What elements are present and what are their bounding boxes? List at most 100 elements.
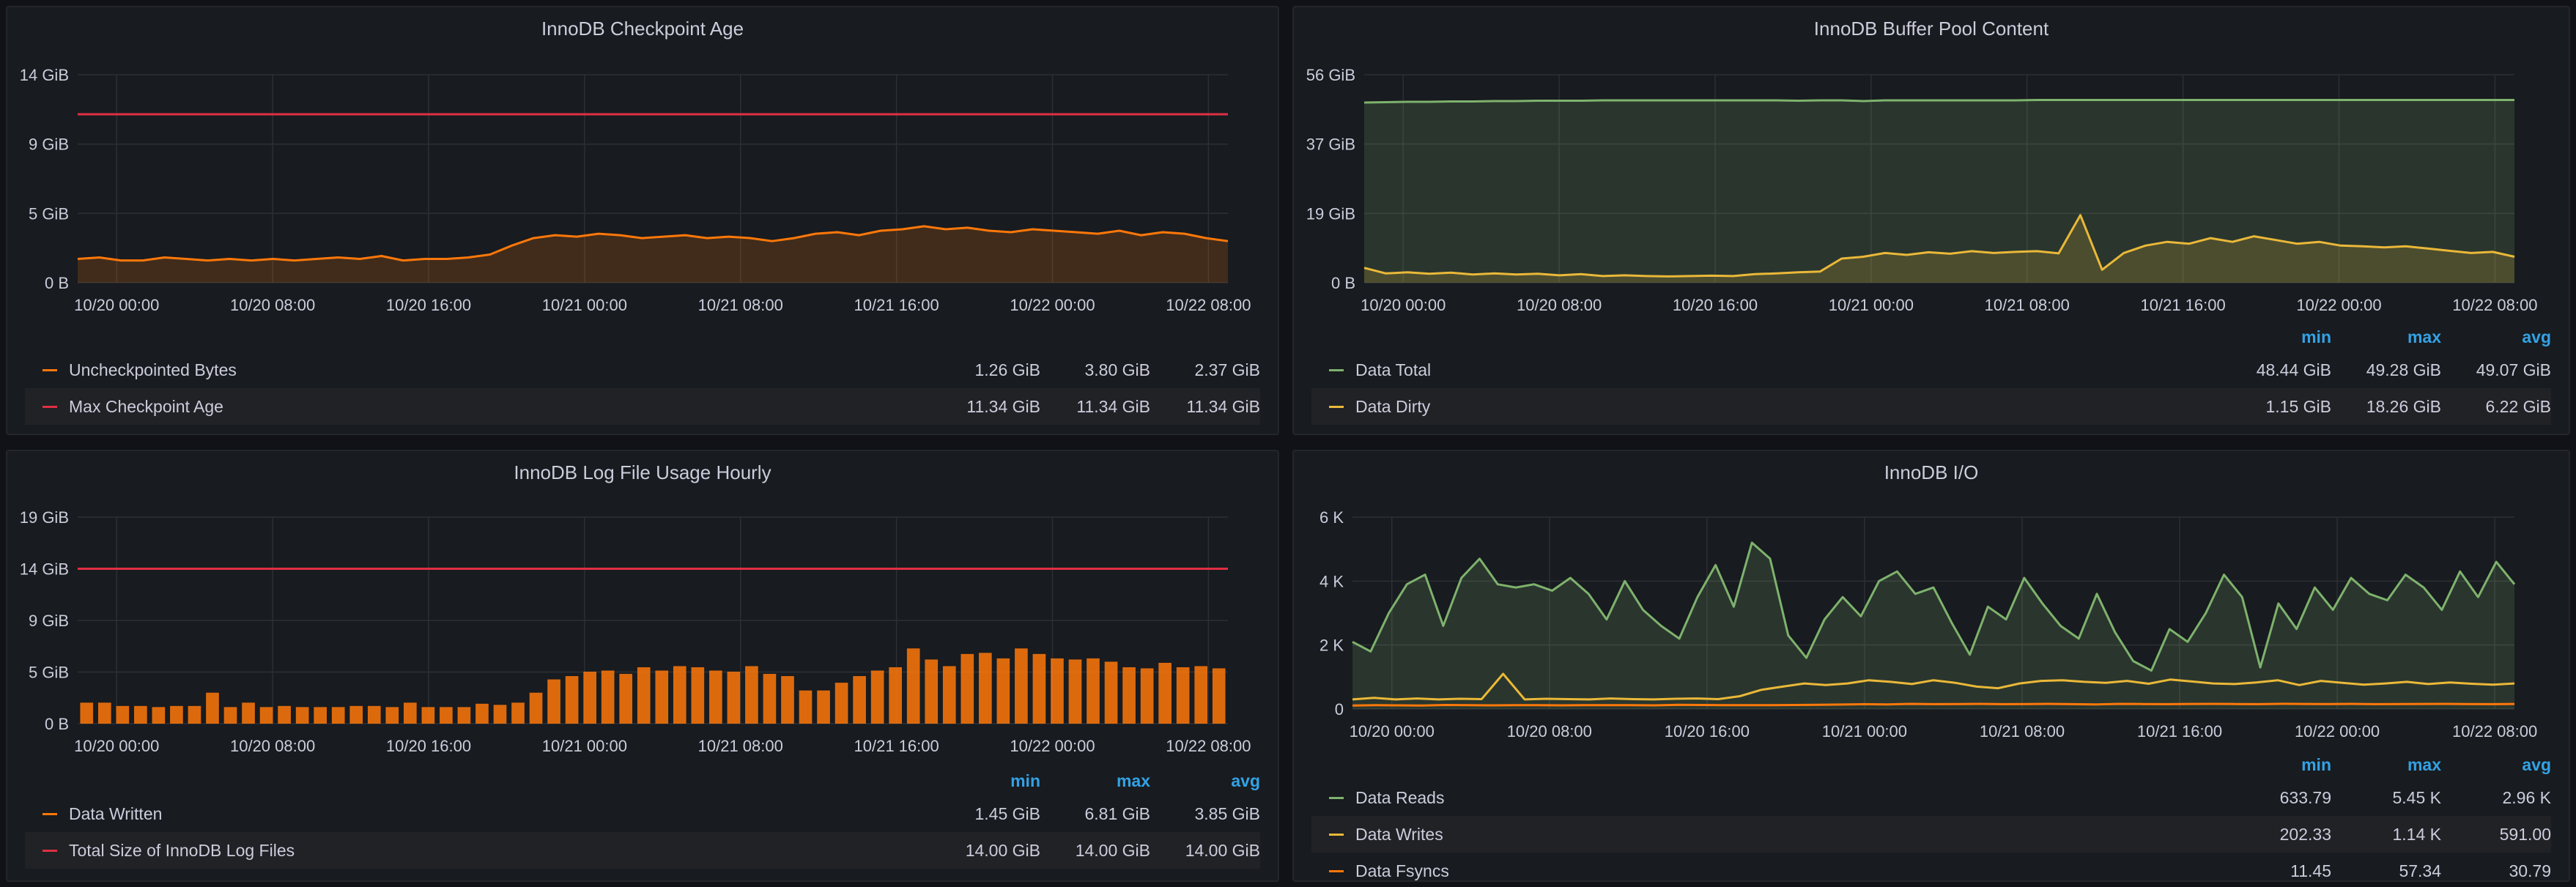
bar	[565, 676, 579, 724]
bar	[996, 658, 1010, 724]
panel-innodb-io[interactable]: InnoDB I/O 6 K 4 K 2 K 0 10/20 00:00 10/20 08…	[1292, 450, 2570, 882]
bar	[745, 666, 758, 724]
legend-swatch	[1329, 796, 1344, 799]
x-tick-label: 10/21 08:00	[1985, 296, 2070, 314]
x-tick-label: 10/20 16:00	[386, 737, 471, 755]
panel-title[interactable]: InnoDB Checkpoint Age	[541, 18, 744, 40]
bar	[709, 670, 722, 724]
legend-row[interactable]: Data Fsyncs 11.45 57.34 30.79	[1311, 853, 2551, 880]
x-tick-label: 10/21 08:00	[1980, 722, 2065, 741]
y-tick-label: 19 GiB	[20, 508, 69, 527]
legend-header-max[interactable]: max	[1116, 771, 1150, 790]
legend-min: 11.45	[2290, 861, 2331, 880]
series-marks	[78, 568, 1228, 724]
legend-row[interactable]: Uncheckpointed Bytes 1.26 GiB 3.80 GiB 2…	[25, 352, 1260, 388]
x-tick-label: 10/21 00:00	[542, 296, 627, 314]
legend-series-name: Uncheckpointed Bytes	[69, 360, 237, 379]
legend-swatch	[42, 849, 57, 852]
panel-checkpoint-age[interactable]: InnoDB Checkpoint Age 14 GiB 9 GiB 5 GiB 0 …	[6, 6, 1279, 435]
bar	[889, 667, 903, 724]
x-tick-label: 10/20 08:00	[230, 296, 315, 314]
x-tick-label: 10/20 00:00	[1361, 296, 1446, 314]
legend-series-name: Data Written	[69, 804, 163, 823]
legend-series-name: Data Total	[1355, 360, 1432, 379]
legend-max: 49.28 GiB	[2366, 360, 2441, 379]
legend-min: 1.26 GiB	[974, 360, 1041, 379]
panel-title[interactable]: InnoDB Buffer Pool Content	[1813, 18, 2049, 40]
y-tick-label: 19 GiB	[1306, 204, 1355, 223]
y-tick-label: 5 GiB	[29, 663, 69, 681]
legend-row[interactable]: Total Size of InnoDB Log Files 14.00 GiB…	[25, 832, 1260, 869]
bar	[80, 702, 94, 724]
bar	[1051, 658, 1064, 724]
series-line	[1352, 541, 2516, 672]
legend-header-min[interactable]: min	[2301, 754, 2331, 774]
bar	[385, 707, 399, 724]
bar	[440, 707, 453, 724]
bar	[1068, 659, 1082, 724]
legend-min: 1.15 GiB	[2265, 396, 2332, 416]
x-tick-label: 10/20 08:00	[1517, 296, 1602, 314]
y-tick-label: 9 GiB	[29, 136, 69, 154]
legend-min: 633.79	[2279, 787, 2331, 807]
panel-title[interactable]: InnoDB I/O	[1884, 461, 1979, 483]
y-tick-label: 6 K	[1320, 508, 1344, 527]
bar	[134, 705, 147, 724]
x-tick-label: 10/20 00:00	[1350, 722, 1435, 741]
legend-header-avg[interactable]: avg	[1231, 771, 1260, 790]
legend-swatch	[1329, 833, 1344, 836]
x-tick-label: 10/21 00:00	[542, 737, 627, 755]
bar	[295, 707, 309, 724]
legend-max: 3.80 GiB	[1084, 360, 1151, 379]
legend-header-avg[interactable]: avg	[2522, 327, 2551, 346]
legend-row[interactable]: Max Checkpoint Age 11.34 GiB 11.34 GiB 1…	[25, 388, 1260, 425]
panel-title[interactable]: InnoDB Log File Usage Hourly	[514, 461, 771, 483]
chart-innodb-io: 6 K 4 K 2 K 0 10/20 00:00 10/20 08:00 10/20 16…	[1320, 508, 2537, 741]
bar	[1015, 648, 1028, 724]
bar	[403, 702, 417, 724]
legend-series-name: Total Size of InnoDB Log Files	[69, 840, 295, 860]
x-tick-label: 10/22 00:00	[2295, 722, 2380, 741]
legend-header: min max avg	[1311, 750, 2551, 779]
legend-row[interactable]: Data Writes 202.33 1.14 K 591.00	[1311, 816, 2551, 853]
legend-header-max[interactable]: max	[2407, 754, 2441, 774]
legend-row[interactable]: Data Dirty 1.15 GiB 18.26 GiB 6.22 GiB	[1311, 388, 2551, 425]
legend-max: 5.45 K	[2392, 787, 2442, 807]
x-tick-label: 10/22 08:00	[1166, 737, 1251, 755]
legend-max: 57.34	[2399, 861, 2441, 880]
bar	[475, 703, 489, 724]
legend-row[interactable]: Data Total 48.44 GiB 49.28 GiB 49.07 GiB	[1311, 352, 2551, 388]
x-tick-label: 10/21 16:00	[854, 296, 939, 314]
legend-avg: 591.00	[2499, 824, 2551, 844]
legend-row[interactable]: Data Written 1.45 GiB 6.81 GiB 3.85 GiB	[25, 795, 1260, 832]
bar	[601, 670, 615, 724]
y-tick-label: 9 GiB	[29, 612, 69, 630]
legend-swatch	[42, 405, 57, 408]
x-tick-label: 10/21 08:00	[698, 737, 783, 755]
legend-header-min[interactable]: min	[1010, 771, 1040, 790]
bar	[691, 667, 705, 724]
legend-series-name: Data Fsyncs	[1355, 861, 1449, 880]
x-tick-label: 10/21 00:00	[1829, 296, 1914, 314]
bar	[1087, 658, 1100, 724]
legend-header-avg[interactable]: avg	[2522, 754, 2551, 774]
series-marks	[1363, 99, 2515, 283]
bar	[547, 679, 560, 724]
legend-max: 14.00 GiB	[1075, 840, 1150, 860]
legend-min: 48.44 GiB	[2256, 360, 2331, 379]
bar	[655, 670, 669, 724]
series-marks	[1352, 541, 2516, 709]
x-tick-label: 10/22 08:00	[2452, 722, 2537, 741]
panel-log-file-usage[interactable]: InnoDB Log File Usage Hourly 19 GiB 14 Gi…	[6, 450, 1279, 882]
bar	[1212, 668, 1226, 724]
bar	[116, 705, 130, 724]
x-tick-label: 10/20 00:00	[74, 737, 159, 755]
legend-header-max[interactable]: max	[2407, 327, 2441, 346]
x-tick-label: 10/21 00:00	[1822, 722, 1907, 741]
bar	[906, 648, 920, 724]
legend: min max avg Data Total 48.44 GiB 49.28 G…	[1311, 322, 2551, 425]
x-tick-label: 10/21 08:00	[698, 296, 783, 314]
panel-buffer-pool[interactable]: InnoDB Buffer Pool Content 56 GiB 37 GiB 1…	[1292, 6, 2570, 435]
legend-header-min[interactable]: min	[2301, 327, 2331, 346]
legend-row[interactable]: Data Reads 633.79 5.45 K 2.96 K	[1311, 779, 2551, 816]
